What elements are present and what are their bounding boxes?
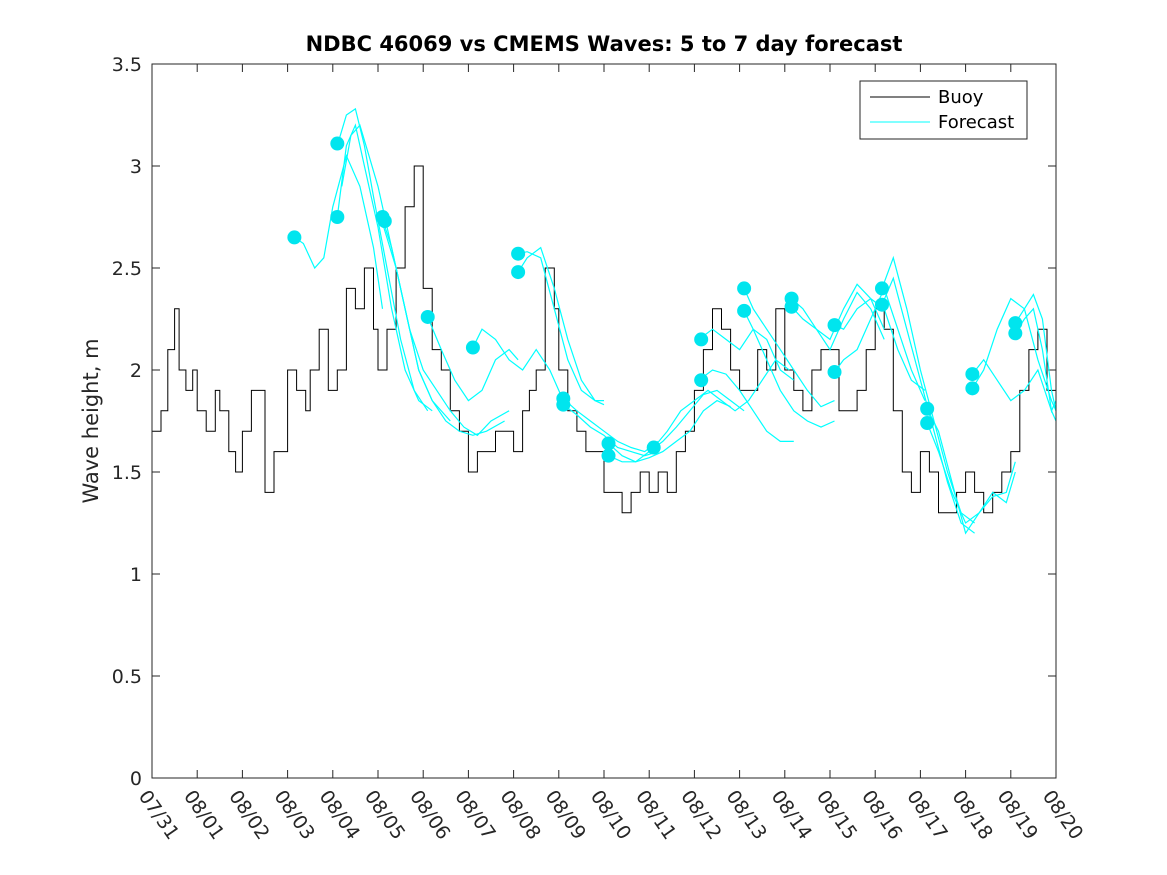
y-tick-label: 2.5 [112, 258, 142, 280]
series-layer [152, 107, 1057, 535]
y-tick-label: 1 [130, 564, 142, 586]
forecast-line-25 [926, 408, 1016, 535]
forecast-start-marker [920, 416, 935, 431]
forecast-line-2 [336, 107, 429, 412]
forecast-start-marker [330, 136, 345, 151]
forecast-start-marker [330, 210, 345, 224]
forecast-start-marker [874, 297, 889, 312]
forecast-line-14 [653, 358, 790, 448]
forecast-start-marker [827, 365, 842, 380]
forecast-start-marker [601, 448, 616, 463]
forecast-start-marker [737, 303, 752, 318]
forecast-start-marker [694, 332, 709, 347]
legend-box [859, 80, 1028, 140]
legend-forecast-label: Forecast [938, 112, 1014, 133]
forecast-line-13 [608, 389, 745, 463]
forecast-start-marker [965, 367, 980, 382]
forecast-start-marker [465, 340, 480, 355]
forecast-start-marker [511, 246, 526, 261]
legend-buoy-label: Buoy [938, 87, 984, 108]
plot-frame [151, 63, 1057, 779]
forecast-start-marker [1008, 316, 1023, 331]
forecast-line-26 [926, 422, 1016, 524]
forecast-start-marker [511, 265, 526, 280]
y-axis: 0 0.5 1 1.5 2 2.5 3 3.5 [112, 54, 1056, 790]
y-tick-label: 0.5 [112, 666, 142, 688]
y-axis-label: Wave height, m [79, 338, 103, 503]
y-tick-label: 2 [130, 360, 142, 382]
forecast-line-18 [743, 310, 835, 428]
forecast-line-8 [517, 251, 604, 402]
buoy-series-line [152, 165, 1057, 514]
forecast-start-marker [287, 230, 302, 245]
y-tick-label: 0 [130, 768, 142, 790]
plot-area [152, 64, 1056, 778]
forecast-start-marker [646, 440, 661, 455]
forecast-line-7 [472, 328, 564, 401]
forecast-start-marker [420, 309, 435, 324]
forecast-line-12 [608, 399, 731, 463]
forecast-start-marker [694, 373, 709, 388]
forecast-start-marker [827, 318, 842, 333]
forecast-start-marker [377, 214, 392, 229]
forecast-start-marker [784, 299, 799, 314]
y-tick-label: 3 [130, 156, 142, 178]
forecast-line-6 [427, 316, 519, 402]
forecast-line-15 [698, 328, 795, 381]
forecast-start-marker [556, 397, 571, 412]
y-tick-label: 3.5 [112, 54, 142, 76]
forecast-line-5 [381, 222, 510, 437]
chart-title: NDBC 46069 vs CMEMS Waves: 5 to 7 day fo… [306, 32, 903, 56]
forecast-start-marker [874, 281, 889, 296]
forecast-line-9 [517, 246, 605, 406]
forecast-line-17 [743, 288, 835, 408]
forecast-start-marker [965, 381, 980, 396]
forecast-start-marker [601, 436, 616, 451]
forecast-line-16 [698, 369, 794, 442]
forecast-start-marker [920, 401, 935, 416]
forecast-line-0 [294, 153, 384, 309]
forecast-line-20 [791, 291, 885, 351]
y-tick-label: 1.5 [112, 462, 142, 484]
legend: Buoy Forecast [859, 80, 1028, 140]
forecast-line-29 [1014, 293, 1057, 411]
forecast-start-marker [737, 281, 752, 296]
forecast-line-10 [562, 398, 659, 453]
forecast-line-30 [1014, 307, 1057, 413]
forecast-start-marker [1008, 326, 1023, 341]
